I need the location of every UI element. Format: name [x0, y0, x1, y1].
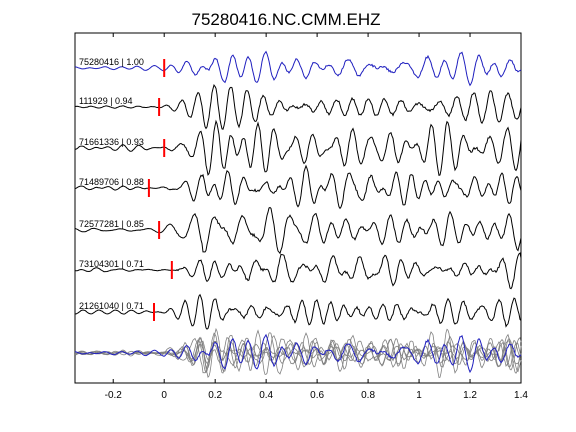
trace-label-3: 71661336 | 0.93	[79, 137, 144, 147]
x-tick-label: 0	[161, 390, 167, 401]
pick-markers	[147, 59, 173, 321]
x-tick-label: 1.2	[463, 390, 477, 401]
trace-label-2: 111929 | 0.94	[79, 96, 133, 106]
x-tick-label: 0.2	[208, 390, 222, 401]
trace-labels: 75280416 | 1.00 111929 | 0.94 71661336 | 0…	[79, 57, 144, 311]
trace-label-7: 21261040 | 0.71	[79, 301, 144, 311]
x-tick-label: 1	[416, 390, 422, 401]
stack-reference-trace	[74, 333, 522, 374]
trace-label-6: 73104301 | 0.71	[79, 259, 144, 269]
x-axis: -0.2 0 0.2 0.4 0.6 0.8 1 1.2 1.4	[105, 33, 528, 401]
trace-line-6	[75, 252, 522, 290]
x-tick-label: 0.4	[259, 390, 273, 401]
x-tick-label: -0.2	[105, 390, 123, 401]
trace-line-7	[74, 293, 522, 330]
x-tick-label: 0.6	[310, 390, 324, 401]
trace-line-1	[74, 50, 522, 87]
stack-trace-6	[74, 336, 522, 369]
x-tick-label: 1.4	[514, 390, 528, 401]
trace-label-5: 72577281 | 0.85	[79, 219, 144, 229]
waveform-group	[74, 50, 522, 378]
chart-title: 75280416.NC.CMM.EHZ	[192, 10, 381, 29]
trace-line-5	[74, 206, 522, 255]
x-tick-label: 0.8	[361, 390, 375, 401]
trace-label-4: 71489706 | 0.88	[79, 177, 144, 187]
trace-line-3	[74, 119, 522, 176]
plot-frame	[74, 32, 522, 384]
trace-label-1: 75280416 | 1.00	[79, 57, 144, 67]
trace-line-2	[74, 83, 522, 130]
